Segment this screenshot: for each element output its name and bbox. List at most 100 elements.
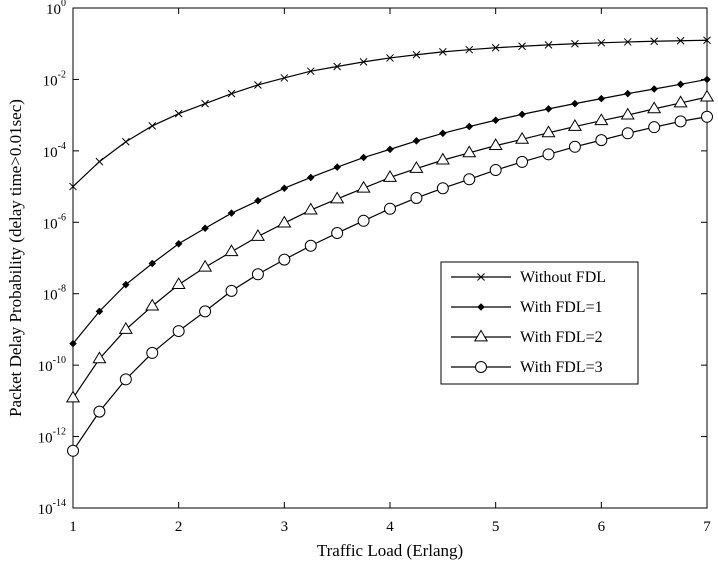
data-point-without-fdl — [333, 62, 342, 71]
data-point-with-fdl-2 — [303, 202, 318, 215]
legend-marker — [473, 329, 489, 342]
y-tick-label: 10-8 — [43, 284, 66, 304]
data-point-with-fdl-3 — [251, 268, 264, 281]
data-point-with-fdl-2 — [224, 244, 239, 257]
data-point-with-fdl-1 — [676, 80, 685, 89]
data-point-with-fdl-2 — [567, 119, 582, 131]
data-point-with-fdl-1 — [544, 105, 553, 113]
data-point-with-fdl-3 — [516, 155, 529, 168]
data-point-without-fdl — [491, 43, 500, 52]
data-point-without-fdl — [359, 58, 368, 66]
data-point-with-fdl-2 — [250, 229, 265, 241]
data-point-with-fdl-1 — [122, 280, 130, 289]
y-tick-label: 10-6 — [43, 212, 66, 232]
data-point-without-fdl — [544, 40, 553, 49]
data-point-without-fdl — [465, 45, 474, 54]
series-without-fdl — [69, 36, 711, 191]
data-point-with-fdl-3 — [621, 127, 634, 140]
data-point-with-fdl-3 — [410, 191, 423, 204]
series-with-fdl-3 — [67, 110, 713, 457]
data-point-with-fdl-2 — [515, 131, 530, 144]
data-point-without-fdl — [386, 54, 394, 62]
y-tick-label: 10-12 — [38, 427, 66, 447]
data-point-without-fdl — [201, 99, 209, 108]
data-point-with-fdl-1 — [439, 129, 447, 138]
x-tick-label: 6 — [598, 519, 606, 535]
data-point-with-fdl-3 — [146, 346, 159, 359]
data-point-without-fdl — [174, 109, 183, 118]
series-with-fdl-1 — [69, 75, 711, 348]
data-point-with-fdl-1 — [333, 163, 341, 171]
data-point-with-fdl-3 — [119, 373, 132, 386]
legend-marker — [477, 303, 485, 311]
data-point-without-fdl — [69, 182, 77, 191]
data-point-with-fdl-3 — [172, 325, 185, 338]
data-point-with-fdl-2 — [594, 113, 609, 126]
legend-entry-with-fdl-2: With FDL=2 — [451, 329, 603, 346]
data-point-with-fdl-1 — [69, 339, 77, 348]
legend: Without FDL With FDL=1 With FDL=2 With FDL=… — [440, 261, 639, 385]
plot-frame — [72, 7, 708, 509]
legend-label: With FDL=1 — [520, 299, 603, 316]
data-point-with-fdl-2 — [462, 145, 477, 158]
data-point-with-fdl-2 — [118, 321, 133, 334]
y-tick-label: 10-10 — [38, 355, 66, 375]
y-tick-label: 10-2 — [43, 69, 66, 89]
data-point-with-fdl-1 — [703, 75, 711, 84]
data-point-without-fdl — [227, 89, 236, 98]
data-point-with-fdl-1 — [95, 307, 104, 316]
data-point-without-fdl — [148, 122, 157, 130]
data-point-with-fdl-2 — [171, 277, 186, 289]
data-point-with-fdl-1 — [306, 173, 315, 182]
data-point-with-fdl-1 — [201, 224, 209, 233]
legend-box — [440, 261, 639, 385]
data-point-with-fdl-1 — [518, 110, 526, 119]
data-point-without-fdl — [95, 157, 104, 166]
data-point-with-fdl-1 — [359, 153, 368, 162]
data-point-with-fdl-3 — [489, 164, 502, 177]
data-point-with-fdl-3 — [674, 115, 687, 128]
x-tick-label: 7 — [703, 519, 711, 535]
y-tick-label: 10-4 — [43, 141, 66, 161]
data-point-with-fdl-1 — [148, 259, 157, 268]
data-point-with-fdl-2 — [145, 298, 160, 311]
x-tick-label: 1 — [69, 519, 77, 535]
data-point-with-fdl-3 — [595, 134, 608, 147]
data-point-with-fdl-2 — [488, 138, 503, 151]
data-point-with-fdl-3 — [357, 214, 370, 227]
data-point-with-fdl-1 — [571, 99, 579, 108]
legend-marker — [477, 273, 485, 281]
data-point-without-fdl — [412, 50, 421, 59]
data-point-with-fdl-2 — [409, 161, 424, 173]
data-point-with-fdl-1 — [465, 122, 474, 131]
x-tick-label: 5 — [492, 519, 500, 535]
data-point-with-fdl-2 — [673, 95, 688, 108]
data-point-without-fdl — [280, 74, 289, 82]
data-point-with-fdl-3 — [568, 140, 581, 153]
y-axis-title: Packet Delay Probability (delay time>0.0… — [6, 99, 25, 417]
data-point-with-fdl-1 — [254, 197, 262, 205]
data-point-with-fdl-1 — [597, 94, 606, 103]
data-point-with-fdl-3 — [331, 227, 344, 240]
data-point-with-fdl-2 — [620, 107, 635, 120]
data-point-with-fdl-3 — [278, 253, 291, 266]
data-point-without-fdl — [306, 67, 315, 76]
data-point-without-fdl — [703, 36, 711, 45]
legend-label: With FDL=2 — [520, 329, 603, 346]
legend-entry-with-fdl-1: With FDL=1 — [451, 299, 603, 316]
data-point-with-fdl-2 — [198, 259, 213, 272]
legend-marker — [475, 361, 487, 373]
data-point-with-fdl-3 — [199, 305, 212, 318]
data-point-with-fdl-2 — [699, 89, 715, 102]
x-tick-label: 3 — [281, 519, 289, 535]
legend-label: Without FDL — [520, 269, 606, 286]
series-with-fdl-2 — [65, 89, 715, 403]
data-point-with-fdl-1 — [412, 137, 421, 145]
data-point-with-fdl-2 — [277, 215, 292, 228]
data-point-with-fdl-2 — [541, 125, 556, 138]
data-point-with-fdl-1 — [227, 209, 236, 217]
data-point-with-fdl-3 — [463, 173, 476, 186]
data-point-without-fdl — [438, 48, 447, 56]
data-point-without-fdl — [571, 39, 579, 48]
